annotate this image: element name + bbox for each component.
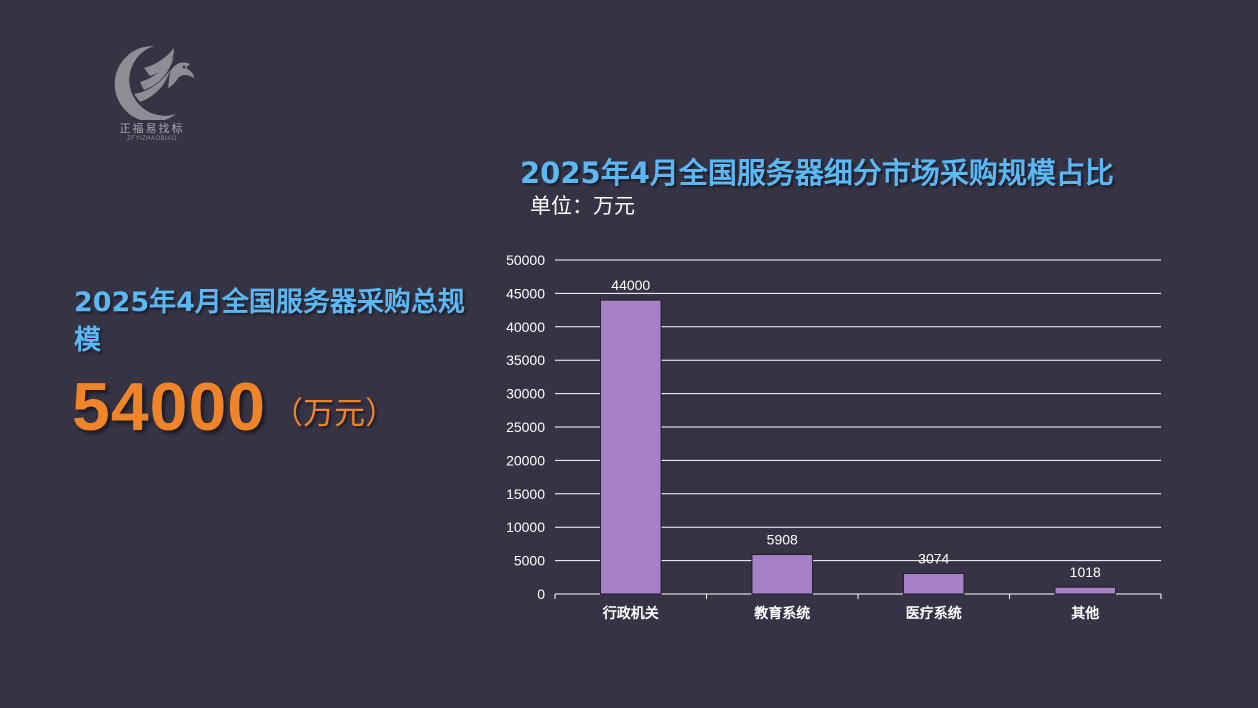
y-tick-label: 45000 bbox=[506, 285, 545, 301]
bar bbox=[902, 572, 965, 595]
eagle-icon bbox=[114, 45, 194, 120]
summary-title: 2025年4月全国服务器采购总规模 bbox=[74, 287, 465, 356]
x-tick-label: 行政机关 bbox=[602, 605, 659, 621]
data-label: 44000 bbox=[611, 277, 650, 293]
summary-value: 54000 bbox=[72, 369, 267, 445]
y-tick-label: 5000 bbox=[514, 553, 545, 569]
data-label: 3074 bbox=[918, 550, 949, 566]
logo-text-en: ZFYIZHAOBIAO bbox=[126, 136, 177, 142]
y-tick-label: 20000 bbox=[506, 452, 545, 468]
summary-value-row: 54000 （万元） bbox=[72, 368, 396, 446]
data-label: 1018 bbox=[1070, 564, 1101, 580]
y-tick-label: 35000 bbox=[506, 352, 545, 368]
bar bbox=[751, 554, 814, 595]
y-tick-label: 15000 bbox=[506, 486, 545, 502]
y-tick-label: 10000 bbox=[506, 519, 545, 535]
x-tick-label: 其他 bbox=[1071, 605, 1099, 621]
y-tick-label: 0 bbox=[537, 586, 545, 602]
logo-text-cn: 正福易找标 bbox=[119, 122, 185, 135]
x-tick-label: 教育系统 bbox=[754, 605, 810, 621]
data-label: 5908 bbox=[767, 532, 798, 548]
bar bbox=[1054, 586, 1117, 595]
chart-subtitle: 单位：万元 bbox=[530, 194, 635, 218]
x-tick-label: 医疗系统 bbox=[906, 605, 962, 621]
logo: 正福易找标 ZFYIZHAOBIAO bbox=[104, 42, 200, 146]
summary-unit: （万元） bbox=[272, 396, 397, 432]
y-tick-label: 40000 bbox=[506, 319, 545, 335]
y-tick-label: 30000 bbox=[506, 386, 545, 402]
y-tick-label: 50000 bbox=[506, 252, 545, 268]
y-tick-label: 25000 bbox=[506, 419, 545, 435]
bar bbox=[599, 299, 662, 595]
chart-title: 2025年4月全国服务器细分市场采购规模占比 bbox=[520, 156, 1114, 190]
